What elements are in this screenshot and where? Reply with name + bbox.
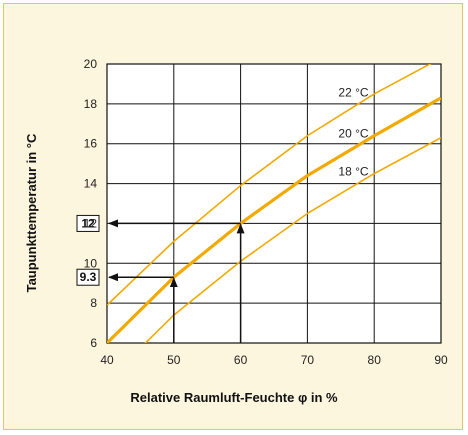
y-tick-label: 6 [90,336,97,350]
y-tick-label: 16 [84,137,98,151]
annotation-label-1: 9.3 [80,270,97,284]
series-line-0 [107,64,432,306]
annotation-box-0 [76,214,100,232]
x-tick-label: 50 [167,353,181,367]
series-label-1: 20 °C [338,127,368,141]
y-tick-label: 8 [90,296,97,310]
x-tick-label: 90 [434,353,448,367]
y-tick-label: 10 [84,256,98,270]
x-axis-label: Relative Raumluft-Feuchte φ in % [130,390,338,405]
series-label-2: 18 °C [338,165,368,179]
plot-area [106,63,442,344]
annotation-label-0: 12 [81,216,95,230]
x-tick-label: 80 [368,353,382,367]
y-tick-label: 12 [84,216,98,230]
y-axis-label: Taupunkttemperatur in °C [24,133,39,292]
x-tick-label: 40 [100,353,114,367]
series-line-2 [144,137,441,343]
x-tick-label: 70 [301,353,315,367]
x-tick-label: 60 [234,353,248,367]
annotation-box-1 [76,268,100,286]
y-tick-label: 14 [84,177,98,191]
series-label-0: 22 °C [338,85,368,99]
y-tick-label: 20 [84,57,98,71]
series-line-1 [107,96,441,343]
y-tick-label: 18 [84,97,98,111]
